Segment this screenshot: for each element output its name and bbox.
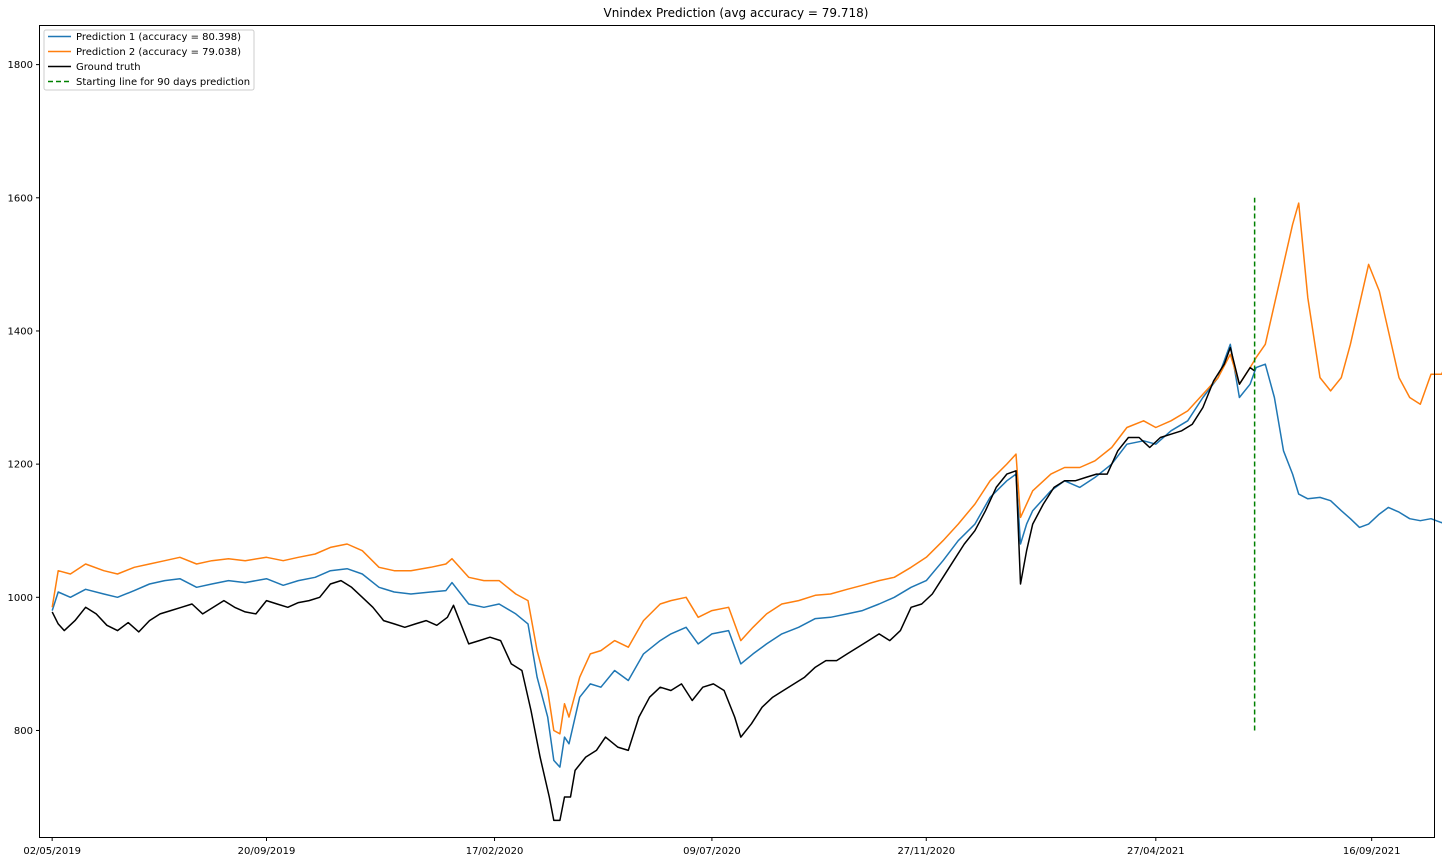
y-tick-label: 1600 [8, 193, 33, 204]
plot-area-frame [39, 25, 1435, 838]
legend: Prediction 1 (accuracy = 80.398) Predicti… [43, 29, 255, 91]
x-tick-label: 17/02/2020 [466, 846, 524, 857]
x-tick-label: 16/09/2021 [1343, 846, 1401, 857]
y-tick-label: 1400 [8, 326, 33, 337]
y-tick-label: 1000 [8, 593, 33, 604]
x-tick-label: 27/11/2020 [897, 846, 955, 857]
x-tick-label: 02/05/2019 [23, 846, 81, 857]
legend-box [43, 29, 255, 91]
legend-entry-4: Starting line for 90 days prediction [76, 77, 250, 88]
series-line-3 [51, 346, 1256, 822]
x-tick-label: 09/07/2020 [683, 846, 741, 857]
x-tick-label: 20/09/2019 [238, 846, 296, 857]
y-tick-label: 800 [14, 726, 33, 737]
x-tick-label: 27/04/2021 [1127, 846, 1185, 857]
series-layer [51, 202, 1442, 822]
y-tick-label: 1200 [8, 460, 33, 471]
x-axis: 02/05/2019 20/09/2019 17/02/2020 09/07/2020… [23, 837, 1400, 857]
legend-entry-2: Prediction 2 (accuracy = 79.038) [76, 47, 241, 58]
series-line-1 [51, 343, 1442, 768]
legend-entry-1: Prediction 1 (accuracy = 80.398) [76, 32, 241, 43]
y-tick-label: 1800 [8, 60, 33, 71]
y-axis: 800 1000 1200 1400 1600 1800 [8, 60, 40, 737]
legend-entry-3: Ground truth [76, 62, 141, 73]
chart-title: Vnindex Prediction (avg accuracy = 79.71… [604, 6, 869, 20]
series-line-2 [51, 202, 1442, 735]
